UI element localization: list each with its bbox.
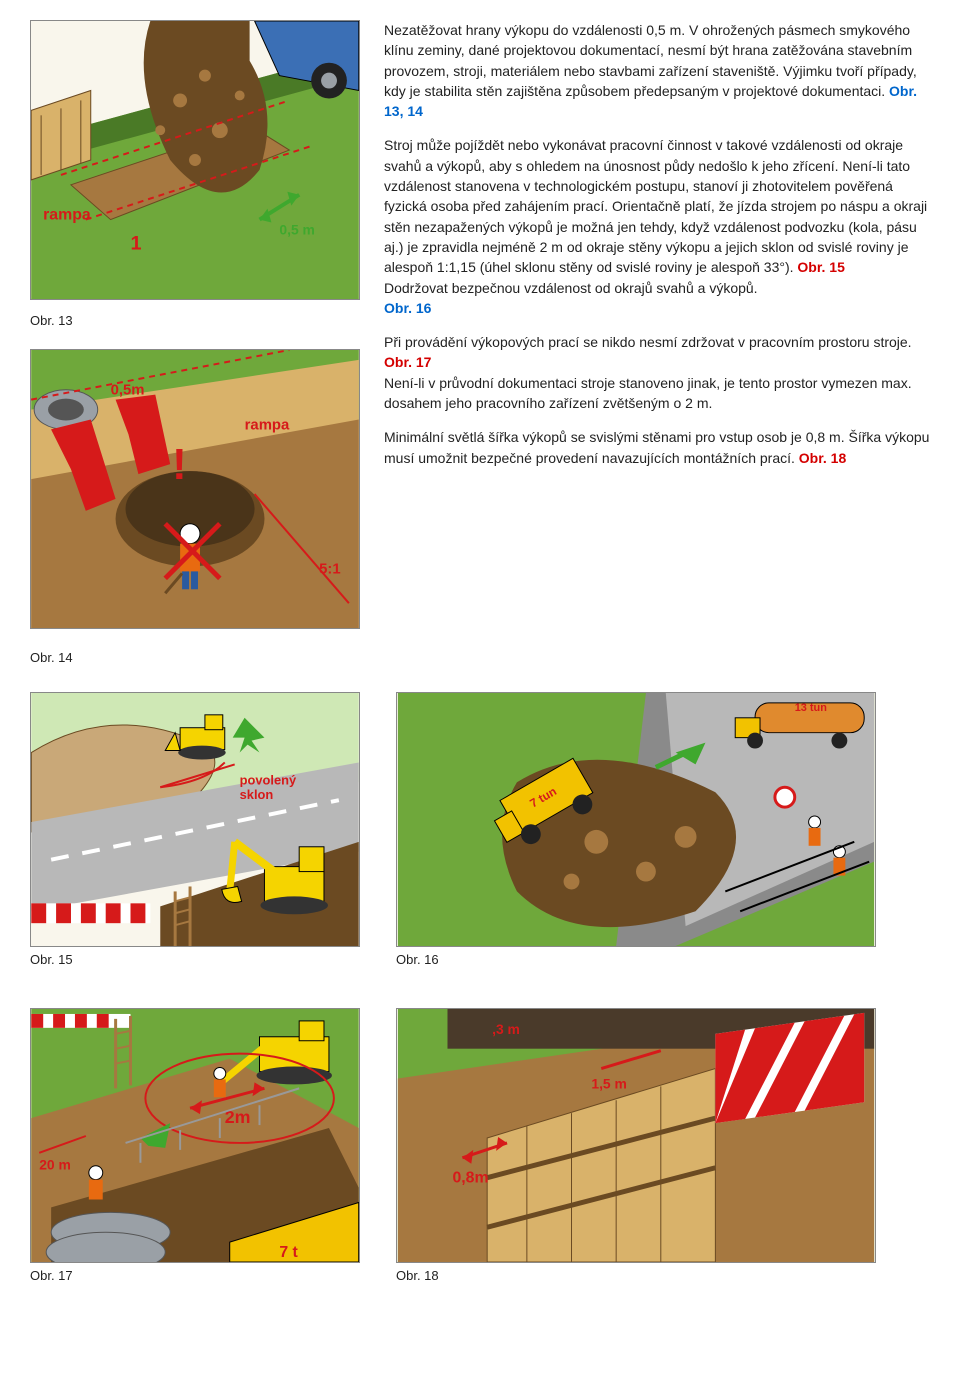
paragraph-1: Nezatěžovat hrany výkopu do vzdálenosti … — [384, 20, 930, 121]
ref-obr-18: Obr. 18 — [799, 450, 846, 466]
figure-15-caption: Obr. 15 — [30, 951, 360, 970]
right-column: Nezatěžovat hrany výkopu do vzdálenosti … — [384, 20, 930, 629]
figure-13-illustration: 0,5 m rampa 1 — [30, 20, 360, 300]
figure-18-caption: Obr. 18 — [396, 1267, 876, 1286]
paragraph-4-text: Minimální světlá šířka výkopů se svislým… — [384, 429, 929, 465]
svg-text:rampa: rampa — [245, 417, 290, 433]
paragraph-1-text: Nezatěžovat hrany výkopu do vzdálenosti … — [384, 22, 917, 99]
left-column: 0,5 m rampa 1 Obr. 13 — [30, 20, 360, 629]
paragraph-3-text-b: Není-li v průvodní dokumentaci stroje st… — [384, 375, 912, 411]
svg-text:1,5 m: 1,5 m — [591, 1075, 626, 1091]
figure-15: povolený sklon Obr. 15 — [30, 692, 360, 980]
ref-obr-15: Obr. 15 — [797, 259, 844, 275]
figure-17-caption: Obr. 17 — [30, 1267, 360, 1286]
figure-18-illustration: 0,8m 1,5 m ,3 m — [396, 1008, 876, 1263]
paragraph-2-text-a: Stroj může pojíždět nebo vykonávat praco… — [384, 137, 927, 275]
ref-obr-16: Obr. 16 — [384, 300, 431, 316]
svg-text:20 m: 20 m — [39, 1156, 71, 1172]
figure-14-caption: Obr. 14 — [30, 649, 930, 668]
figure-18: 0,8m 1,5 m ,3 m Obr. 18 — [396, 1008, 876, 1296]
figure-17-illustration: 2m 20 m 7 t — [30, 1008, 360, 1263]
svg-text:!: ! — [172, 440, 187, 489]
figure-16-illustration: 13 tun 7 tun — [396, 692, 876, 947]
svg-text:0,8m: 0,8m — [452, 1169, 488, 1186]
figure-16-caption: Obr. 16 — [396, 951, 876, 970]
figure-16: 13 tun 7 tun — [396, 692, 876, 980]
svg-text:1: 1 — [130, 232, 141, 254]
paragraph-4: Minimální světlá šířka výkopů se svislým… — [384, 427, 930, 468]
paragraph-3: Při provádění výkopových prací se nikdo … — [384, 332, 930, 413]
svg-text:rampa: rampa — [43, 207, 91, 224]
figure-15-illustration: povolený sklon — [30, 692, 360, 947]
figure-14-illustration: ! 5:1 0,5m rampa — [30, 349, 360, 629]
svg-text:povolený: povolený — [240, 772, 297, 787]
paragraph-3-text-a: Při provádění výkopových prací se nikdo … — [384, 334, 912, 350]
svg-text:0,5 m: 0,5 m — [279, 221, 315, 237]
svg-text:5:1: 5:1 — [319, 561, 340, 577]
svg-text:,3 m: ,3 m — [492, 1020, 520, 1036]
paragraph-2-text-b: Dodržovat bezpečnou vzdálenost od okrajů… — [384, 280, 758, 296]
figure-13-caption: Obr. 13 — [30, 312, 360, 331]
top-section: 0,5 m rampa 1 Obr. 13 — [30, 20, 930, 629]
svg-text:0,5m: 0,5m — [111, 383, 145, 399]
bottom-figure-grid: povolený sklon Obr. 15 — [30, 692, 930, 1296]
svg-text:13 tun: 13 tun — [795, 702, 827, 714]
ref-obr-17: Obr. 17 — [384, 354, 431, 370]
paragraph-2: Stroj může pojíždět nebo vykonávat praco… — [384, 135, 930, 318]
svg-text:sklon: sklon — [240, 787, 274, 802]
svg-text:7 t: 7 t — [279, 1244, 298, 1261]
figure-17: 2m 20 m 7 t — [30, 1008, 360, 1296]
